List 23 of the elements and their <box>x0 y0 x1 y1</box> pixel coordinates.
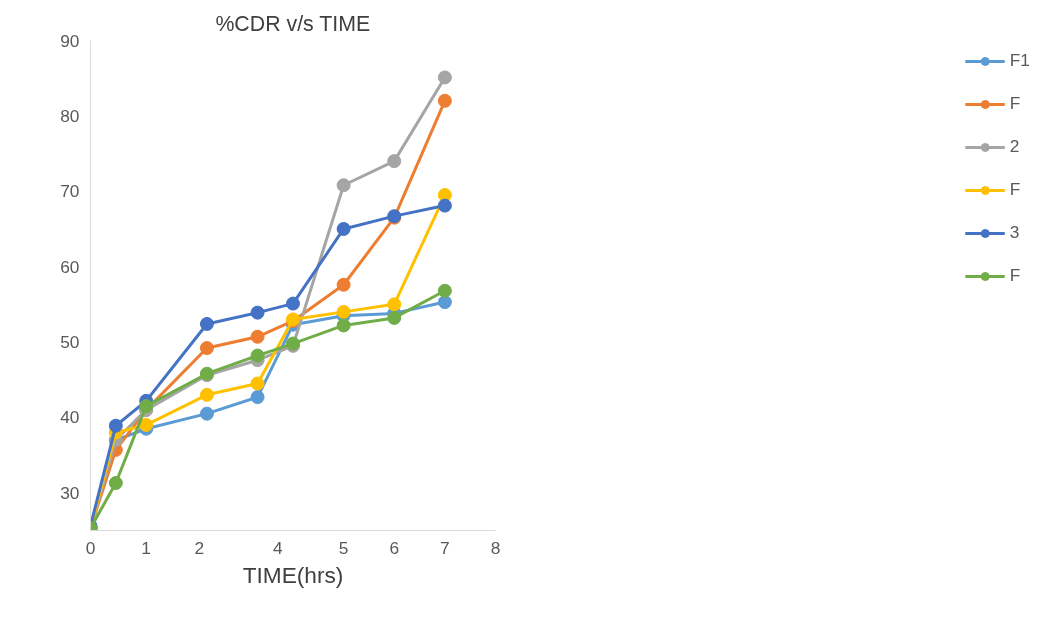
x-tick-label: 6 <box>389 537 400 558</box>
x-tick-label: 4 <box>272 537 283 558</box>
legend-label: 2 <box>1009 136 1021 157</box>
y-tick-label: 90 <box>60 30 80 51</box>
legend-label: 3 <box>1009 222 1021 243</box>
x-tick-label: 8 <box>490 537 501 558</box>
x-tick-label: 2 <box>194 537 205 558</box>
y-tick-label: 30 <box>60 482 80 503</box>
legend-label: F <box>1009 265 1022 286</box>
x-axis-title: TIME(hrs) <box>242 561 344 588</box>
x-tick-label: 1 <box>141 537 152 558</box>
chart-title: %CDR v/s TIME <box>215 11 371 36</box>
y-tick-label: 60 <box>60 256 80 277</box>
legend-label: F1 <box>1009 50 1030 71</box>
x-tick-label: 5 <box>338 537 349 558</box>
x-tick-label: 7 <box>440 537 450 558</box>
x-tick-label: 0 <box>85 537 96 558</box>
legend-label: F <box>1009 93 1022 114</box>
legend-label: F <box>1009 179 1022 200</box>
y-tick-label: 70 <box>60 181 80 202</box>
y-tick-label: 50 <box>60 332 80 353</box>
y-tick-label: 40 <box>60 407 80 428</box>
y-tick-label: 80 <box>60 105 80 126</box>
